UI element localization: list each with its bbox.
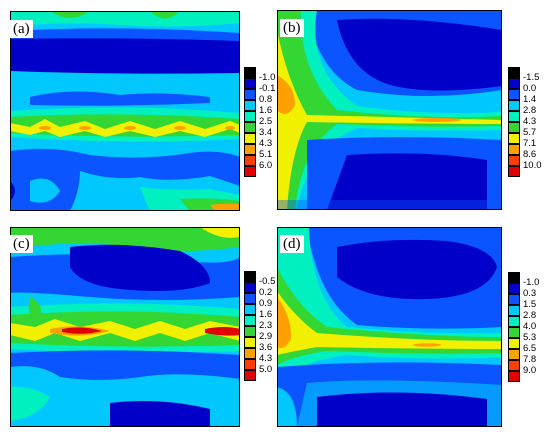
colorbar-swatch [244, 144, 256, 155]
colorbar-swatch [508, 155, 520, 166]
colorbar-tick-label: 0.2 [259, 287, 273, 298]
panel-label-b: (b) [280, 19, 304, 37]
colorbar-swatch [244, 89, 256, 100]
colorbar-swatch [244, 359, 256, 370]
colorbar-swatch [244, 337, 256, 348]
colorbar-swatch [244, 78, 256, 89]
colorbar-tick-label: 10.0 [523, 160, 542, 171]
colorbar-tick-label: 5.3 [523, 332, 537, 343]
colorbar-swatch [244, 315, 256, 326]
colorbar-tick-label: 2.8 [523, 310, 537, 321]
colorbar-tick-label: 3.4 [259, 127, 273, 138]
colorbar-c: -0.5 0.2 0.9 1.6 2.3 2.9 3.6 4.3 5.0 [244, 271, 284, 386]
colorbar-tick-label: 2.5 [259, 116, 273, 127]
contour-plot-d [277, 227, 502, 427]
colorbar-swatch [244, 122, 256, 133]
colorbar-tick-label: 0.0 [523, 83, 537, 94]
colorbar-swatch [244, 293, 256, 304]
colorbar-swatch [244, 100, 256, 111]
colorbar-tick-label: 1.4 [523, 94, 537, 105]
colorbar-swatch [508, 272, 520, 283]
colorbar-d: -1.0 0.3 1.5 2.8 4.0 5.3 6.5 7.8 9.0 [508, 272, 550, 387]
colorbar-swatch [244, 282, 256, 293]
colorbar-tick-label: -1.5 [523, 72, 540, 83]
colorbar-swatch [508, 283, 520, 294]
colorbar-swatch [244, 67, 256, 78]
colorbar-tick-label: 4.0 [523, 321, 537, 332]
colorbar-swatch [244, 133, 256, 144]
colorbar-tick-label: 6.0 [259, 160, 273, 171]
colorbar-swatch [508, 133, 520, 144]
contour-panel-a: (a) [10, 11, 240, 211]
colorbar-tick-label: 0.9 [259, 298, 273, 309]
colorbar-swatch [244, 326, 256, 337]
contour-panel-c: (c) [10, 227, 240, 427]
colorbar-swatch [508, 67, 520, 78]
colorbar-tick-label: 7.1 [523, 138, 537, 149]
colorbar-swatch [508, 316, 520, 327]
colorbar-tick-label: 1.5 [523, 299, 537, 310]
colorbar-tick-label: -1.0 [259, 72, 276, 83]
colorbar-swatch [508, 89, 520, 100]
colorbar-tick-label: 8.6 [523, 149, 537, 160]
panel-label-a: (a) [10, 20, 33, 38]
colorbar-swatch [508, 338, 520, 349]
colorbar-swatch [508, 349, 520, 360]
contour-panel-d: (d) [277, 227, 502, 427]
colorbar-tick-label: 3.6 [259, 342, 273, 353]
colorbar-a: -1.0 -0.1 0.8 1.6 2.5 3.4 4.3 5.1 6.0 [244, 67, 284, 182]
colorbar-tick-label: 5.1 [259, 149, 273, 160]
contour-plot-c [10, 227, 240, 427]
colorbar-swatch [508, 78, 520, 89]
colorbar-tick-label: 2.3 [259, 320, 273, 331]
colorbar-tick-label: 2.8 [523, 105, 537, 116]
colorbar-swatch [508, 100, 520, 111]
colorbar-swatch [508, 360, 520, 371]
colorbar-swatch [508, 327, 520, 338]
colorbar-tick-label: 2.9 [259, 331, 273, 342]
colorbar-tick-label: 5.0 [259, 364, 273, 375]
colorbar-tick-label: 7.8 [523, 354, 537, 365]
colorbar-tick-label: -0.1 [259, 83, 276, 94]
colorbar-swatch [244, 155, 256, 166]
panel-label-d: (d) [280, 235, 304, 253]
colorbar-swatch [244, 304, 256, 315]
colorbar-tick-label: 4.3 [259, 353, 273, 364]
contour-panel-b: (b) [277, 10, 502, 210]
colorbar-tick-label: 4.3 [523, 116, 537, 127]
colorbar-swatch [508, 305, 520, 316]
contour-plot-a [10, 11, 240, 211]
colorbar-b: -1.5 0.0 1.4 2.8 4.3 5.7 7.1 8.6 10.0 [508, 67, 550, 182]
colorbar-swatch [244, 370, 256, 381]
panel-label-c: (c) [10, 235, 33, 253]
colorbar-tick-label: 1.6 [259, 105, 273, 116]
colorbar-swatch [508, 166, 520, 177]
colorbar-swatch [508, 122, 520, 133]
colorbar-swatch [508, 371, 520, 382]
colorbar-tick-label: 0.8 [259, 94, 273, 105]
colorbar-swatch [244, 166, 256, 177]
colorbar-tick-label: -0.5 [259, 276, 276, 287]
colorbar-tick-label: 0.3 [523, 288, 537, 299]
contour-plot-b [277, 10, 502, 210]
colorbar-tick-label: -1.0 [523, 277, 540, 288]
colorbar-swatch [508, 111, 520, 122]
colorbar-swatch [508, 294, 520, 305]
colorbar-tick-label: 9.0 [523, 365, 537, 376]
colorbar-swatch [244, 111, 256, 122]
colorbar-swatch [244, 271, 256, 282]
colorbar-tick-label: 4.3 [259, 138, 273, 149]
colorbar-tick-label: 5.7 [523, 127, 537, 138]
colorbar-tick-label: 6.5 [523, 343, 537, 354]
colorbar-tick-label: 1.6 [259, 309, 273, 320]
colorbar-swatch [244, 348, 256, 359]
colorbar-swatch [508, 144, 520, 155]
